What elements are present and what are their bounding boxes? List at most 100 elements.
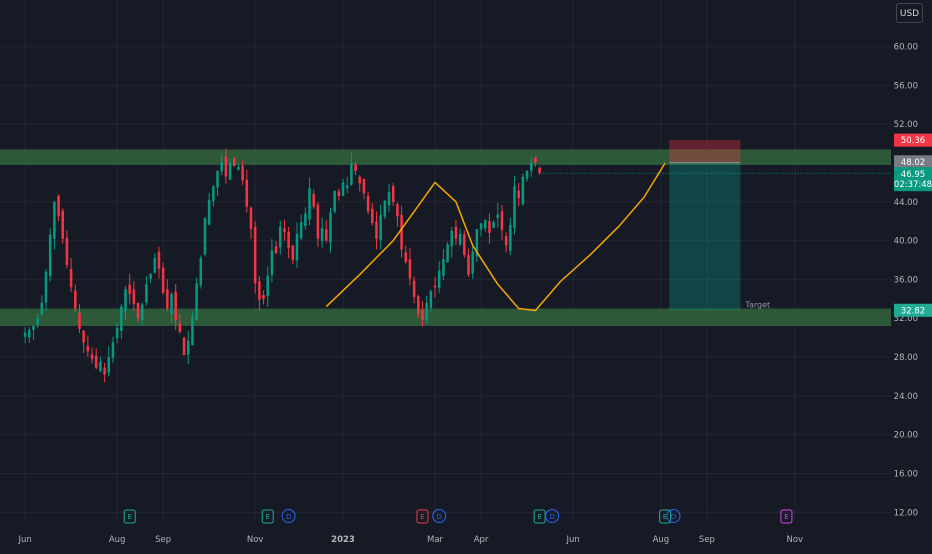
dividend-label: D — [437, 513, 442, 521]
orange-path-line — [325, 162, 666, 312]
candle-body — [333, 191, 336, 212]
dividend-icon — [432, 509, 447, 523]
candle-body — [191, 317, 194, 346]
candle-body — [48, 234, 52, 276]
x-tick-label: Nov — [786, 535, 803, 545]
resistance-zone — [0, 149, 891, 165]
y-tick-label: 60.00 — [894, 43, 918, 53]
candle-body — [82, 330, 85, 343]
candle-body — [195, 283, 198, 321]
candle-body — [166, 289, 169, 309]
price-label-box — [894, 167, 932, 192]
candle-body — [354, 164, 357, 171]
earnings-label: E — [537, 513, 541, 521]
price-label-text: 32.82 — [901, 306, 925, 316]
candle-body — [99, 361, 102, 372]
candle-body — [128, 284, 131, 294]
candle-body — [396, 204, 399, 217]
y-tick-label: 52.00 — [894, 120, 918, 130]
candle-body — [65, 238, 69, 265]
y-tick-label: 24.00 — [894, 392, 918, 402]
x-tick-label: Aug — [653, 535, 670, 545]
candle-body — [145, 284, 148, 303]
candle-body — [57, 195, 60, 217]
candle-body — [371, 208, 374, 224]
earnings-label: E — [784, 513, 788, 521]
time-axis[interactable]: Jun Aug Sep Nov 2023 Mar Apr Jun Aug Sep Nov — [17, 535, 803, 545]
candle-body — [53, 201, 56, 239]
projection-path — [325, 162, 666, 312]
candle-body — [387, 192, 391, 206]
earnings-label: E — [127, 513, 131, 521]
candle-body — [74, 290, 77, 309]
candle-body — [454, 226, 458, 239]
candle-body — [450, 230, 454, 247]
price-label-box — [894, 303, 932, 317]
y-tick-label: 56.00 — [894, 81, 918, 91]
countdown-text: 02:37:48 — [894, 180, 932, 190]
candle-body — [149, 273, 152, 279]
y-tick-label: 32.00 — [894, 314, 918, 324]
candle-body — [44, 271, 48, 303]
candle-body — [442, 259, 445, 276]
profit-zone — [669, 162, 741, 311]
candle-body — [249, 207, 253, 229]
candle-body — [287, 231, 290, 249]
candle-body — [320, 228, 324, 242]
candle-body — [245, 179, 249, 207]
price-axis[interactable]: 60.0056.0052.0048.0044.0040.0036.0032.00… — [894, 43, 918, 519]
dividend-icon — [666, 509, 681, 523]
candle-body — [140, 304, 144, 321]
earnings-icon — [780, 509, 793, 524]
target-label: Target — [744, 300, 770, 309]
candle-body — [262, 294, 265, 299]
candle-body — [437, 270, 441, 288]
candle-body — [375, 221, 378, 239]
candle-body — [475, 228, 479, 257]
short-position-tool[interactable]: Target — [669, 140, 770, 311]
candle-body — [36, 318, 39, 325]
price-label-text: 50.36 — [901, 136, 925, 146]
dividend-label: D — [549, 513, 554, 521]
candle-body — [220, 162, 223, 172]
candle-body — [212, 186, 215, 202]
candle-body — [23, 332, 27, 337]
candle-body — [341, 182, 345, 196]
candle-body — [153, 258, 157, 273]
candle-body — [94, 355, 98, 368]
candle-body — [270, 250, 274, 275]
candle-body — [228, 163, 232, 180]
candle-body — [216, 170, 219, 188]
candle-body — [463, 234, 466, 256]
candle-body — [28, 329, 31, 338]
candle-body — [337, 191, 341, 196]
y-tick-label: 36.00 — [894, 275, 918, 285]
candle-body — [136, 303, 140, 319]
candle-body — [458, 233, 462, 245]
price-label-box — [894, 133, 932, 147]
y-tick-label: 20.00 — [894, 431, 918, 441]
candle-body — [358, 176, 362, 184]
candle-body — [132, 289, 136, 304]
currency-button[interactable]: USD — [896, 3, 923, 23]
candle-body — [366, 195, 370, 212]
candle-body — [312, 194, 315, 207]
y-tick-label: 28.00 — [894, 353, 918, 363]
earnings-icon — [659, 509, 672, 524]
candle-body — [496, 214, 500, 218]
candle-body — [161, 267, 165, 294]
earnings-icon — [533, 509, 546, 524]
stop-zone — [669, 140, 741, 163]
candle-body — [69, 269, 73, 288]
x-tick-label: Apr — [474, 535, 489, 545]
candle-body — [258, 281, 261, 300]
candle-body — [32, 326, 35, 330]
candle-body — [425, 302, 428, 320]
price-label-box — [894, 155, 932, 169]
candle-body — [111, 342, 115, 358]
candle-body — [379, 215, 382, 241]
candle-body — [350, 163, 353, 185]
x-tick-label: Nov — [247, 535, 264, 545]
